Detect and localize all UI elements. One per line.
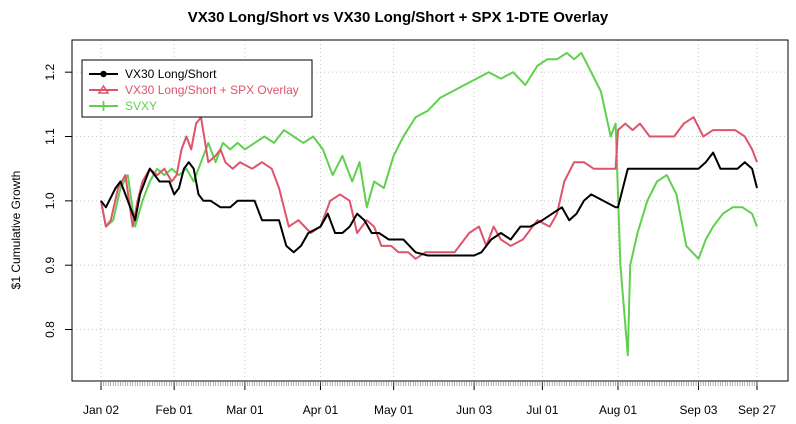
legend-marker-circle bbox=[100, 70, 107, 78]
x-tick-label: Mar 01 bbox=[226, 403, 264, 417]
x-tick-label: May 01 bbox=[374, 403, 414, 417]
chart-title: VX30 Long/Short vs VX30 Long/Short + SPX… bbox=[188, 9, 609, 26]
y-tick-label: 1.2 bbox=[43, 64, 57, 81]
y-axis-label: $1 Cumulative Growth bbox=[9, 171, 23, 290]
y-tick-label: 1.1 bbox=[43, 128, 57, 145]
legend: VX30 Long/Short VX30 Long/Short + SPX Ove… bbox=[81, 59, 313, 118]
legend-label: VX30 Long/Short + SPX Overlay bbox=[125, 83, 299, 97]
series-layer bbox=[100, 51, 758, 357]
y-tick-label: 0.9 bbox=[43, 257, 57, 274]
x-tick-label: Feb 01 bbox=[155, 403, 193, 417]
axes: Jan 02 Feb 01 Mar 01 Apr 01 May 01 Jun 03 Jul … bbox=[43, 64, 776, 417]
legend-box bbox=[81, 59, 313, 118]
series-line-vx30-long-short-spx-overlay bbox=[100, 116, 758, 260]
series-line-vx30-long-short bbox=[100, 151, 758, 257]
legend-label: VX30 Long/Short bbox=[125, 67, 217, 81]
x-tick-label: Jan 02 bbox=[83, 403, 119, 417]
plot-frame bbox=[71, 39, 789, 382]
x-tick-label: Sep 03 bbox=[679, 403, 717, 417]
y-tick-label: 0.8 bbox=[43, 321, 57, 338]
x-tick-label: Jun 03 bbox=[456, 403, 492, 417]
series-line-svxy bbox=[100, 51, 758, 357]
y-tick-label: 1.0 bbox=[43, 192, 57, 209]
x-tick-label: Aug 01 bbox=[599, 403, 637, 417]
x-tick-label: Sep 27 bbox=[738, 403, 776, 417]
legend-label: SVXY bbox=[125, 99, 157, 113]
legend-marker-triangle bbox=[97, 84, 110, 94]
x-tick-label: Jul 01 bbox=[526, 403, 558, 417]
x-tick-label: Apr 01 bbox=[303, 403, 339, 417]
